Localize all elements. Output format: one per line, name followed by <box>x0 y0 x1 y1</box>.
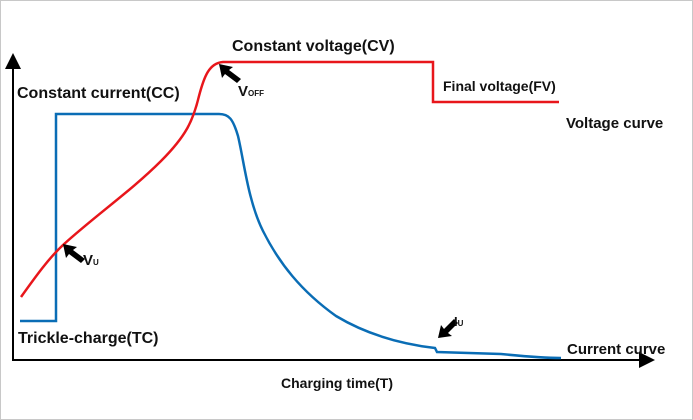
label-v-u: VU <box>83 252 99 269</box>
label-trickle-charge: Trickle-charge(TC) <box>18 330 158 347</box>
label-i-u: IU <box>454 314 464 329</box>
label-constant-voltage: Constant voltage(CV) <box>232 38 395 55</box>
label-final-voltage: Final voltage(FV) <box>443 78 556 94</box>
x-axis-label: Charging time(T) <box>281 375 393 391</box>
label-v-off: VOFF <box>238 83 264 100</box>
label-constant-current: Constant current(CC) <box>17 85 180 102</box>
v-off-arrow-icon <box>219 64 241 83</box>
i-u-arrow-icon <box>438 319 458 338</box>
legend-voltage-curve: Voltage curve <box>566 115 663 132</box>
voltage-curve <box>19 60 559 298</box>
legend-current-curve: Current curve <box>567 341 665 358</box>
current-curve <box>20 112 562 360</box>
v-u-arrow-icon <box>63 244 85 263</box>
